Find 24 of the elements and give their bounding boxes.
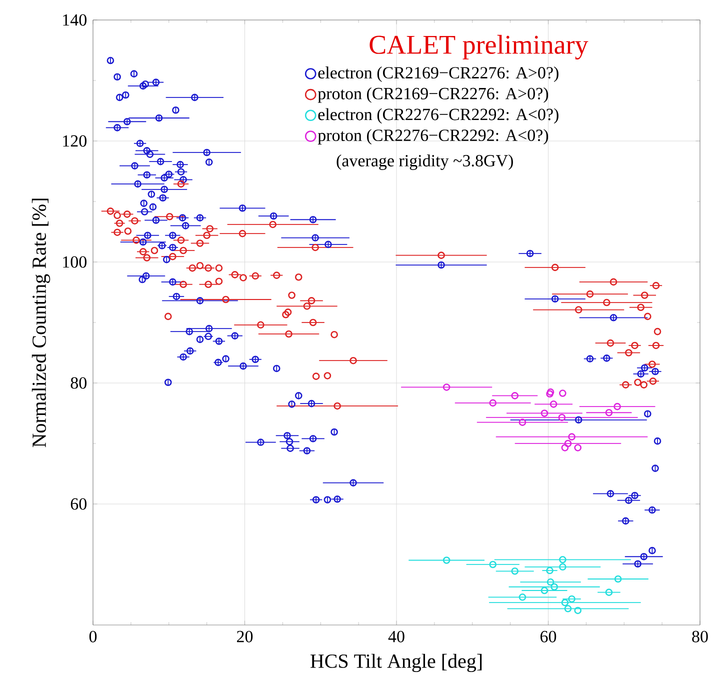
x-tick-label: 20 [237, 630, 253, 642]
y-tick-label: 120 [63, 135, 86, 147]
x-tick-label: 60 [540, 630, 556, 642]
x-axis-title: HCS Tilt Angle [deg] [310, 654, 482, 672]
x-tick-label: 40 [388, 630, 404, 642]
x-tick-label: 0 [89, 630, 97, 642]
y-axis-title: Normalized Counting Rate [%] [32, 198, 50, 448]
legend-label: proton (CR2276−CR2292: A<0?) [318, 129, 548, 144]
legend-label: proton (CR2169−CR2276: A>0?) [318, 87, 548, 103]
point [574, 444, 582, 452]
point [574, 606, 582, 614]
point [546, 388, 554, 396]
point [546, 390, 554, 398]
point [561, 444, 569, 452]
y-tick-label: 60 [70, 498, 86, 510]
point [559, 390, 566, 397]
y-tick-label: 100 [63, 256, 86, 268]
y-tick-label: 140 [63, 14, 86, 26]
legend-label: electron (CR2276−CR2292: A<0?) [318, 108, 558, 124]
legend-label: electron (CR2169−CR2276: A>0?) [318, 66, 558, 82]
y-tick-label: 80 [70, 377, 86, 389]
x-tick-label: 80 [692, 630, 708, 642]
annotation: (average rigidity ~3.8GV) [336, 154, 513, 170]
text: CALET preliminary [370, 34, 588, 60]
